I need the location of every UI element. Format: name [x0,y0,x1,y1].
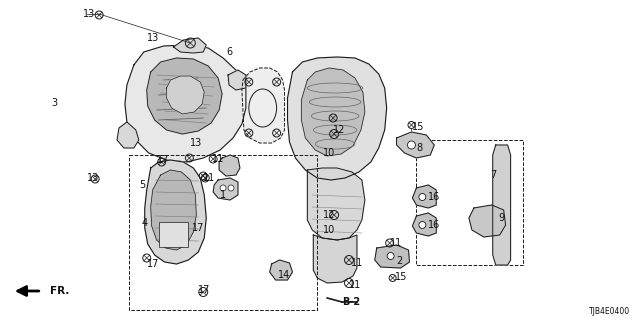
Text: 8: 8 [417,143,422,153]
Polygon shape [166,76,204,114]
Text: 7: 7 [490,170,496,180]
Text: 11: 11 [204,173,216,183]
Polygon shape [469,205,506,237]
Circle shape [387,252,394,260]
Polygon shape [150,170,196,250]
Polygon shape [125,45,246,162]
Polygon shape [412,185,436,208]
Polygon shape [397,132,435,158]
Polygon shape [314,235,357,283]
Polygon shape [301,68,365,156]
Text: 12: 12 [323,210,335,220]
Circle shape [228,185,234,191]
Text: 4: 4 [142,218,148,228]
Text: TJB4E0400: TJB4E0400 [589,307,630,316]
Text: 16: 16 [428,220,440,230]
Text: 17: 17 [193,223,205,233]
Circle shape [419,194,426,201]
Circle shape [419,221,426,228]
Text: 1: 1 [220,190,226,200]
Polygon shape [228,70,246,90]
Text: 15: 15 [395,272,407,282]
Text: 16: 16 [428,192,440,202]
Polygon shape [242,68,285,143]
Polygon shape [493,145,511,265]
Text: 13: 13 [83,9,95,19]
Text: B-2: B-2 [342,297,360,307]
Circle shape [408,141,415,149]
Text: 3: 3 [52,98,58,108]
Text: 10: 10 [323,225,335,235]
Text: 9: 9 [499,213,505,223]
Polygon shape [173,38,206,53]
Text: 11: 11 [351,258,364,268]
Text: 17: 17 [157,155,169,165]
Polygon shape [219,155,240,176]
Text: 17: 17 [147,259,159,269]
Bar [159,222,188,247]
Text: 2: 2 [397,256,403,266]
Text: 14: 14 [278,270,290,280]
Polygon shape [145,160,206,264]
Text: 17: 17 [198,285,211,295]
Text: 13: 13 [87,173,99,183]
Polygon shape [147,58,222,134]
Text: 15: 15 [412,122,425,132]
Polygon shape [375,245,410,268]
Text: 13: 13 [190,138,203,148]
Circle shape [220,185,226,191]
Polygon shape [307,168,365,240]
Text: 6: 6 [226,47,232,57]
Text: 5: 5 [139,180,145,190]
Polygon shape [269,260,292,280]
Text: 11: 11 [390,238,402,248]
Text: FR.: FR. [49,286,69,296]
Polygon shape [213,178,238,200]
Text: 11: 11 [349,280,361,290]
Polygon shape [412,213,436,236]
Text: 12: 12 [333,125,346,135]
Text: 13: 13 [147,33,159,43]
Text: 10: 10 [323,148,335,158]
Polygon shape [287,57,387,180]
Polygon shape [117,122,139,148]
Text: 11: 11 [212,154,225,164]
